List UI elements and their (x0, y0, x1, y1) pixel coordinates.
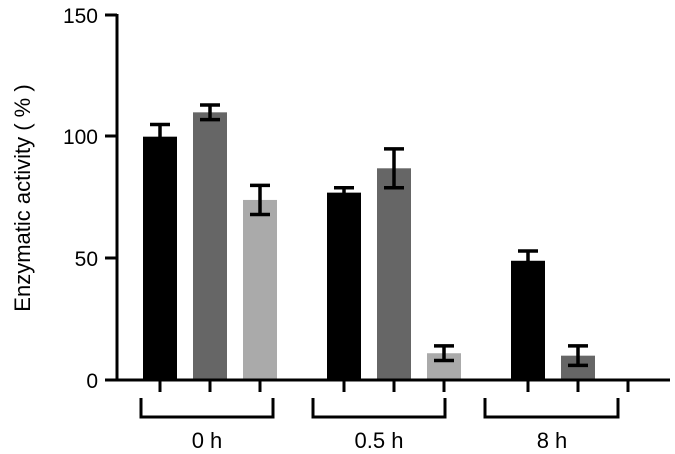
group-label-0.5h: 0.5 h (355, 428, 404, 453)
bars (143, 103, 595, 380)
bracket-0h (139, 398, 275, 419)
bar (243, 199, 277, 380)
x-axis-ticks (158, 380, 630, 392)
y-tick-label: 100 (63, 126, 98, 149)
y-tick-label: 150 (63, 5, 98, 28)
bar (377, 168, 411, 380)
error-bar (250, 183, 270, 217)
y-axis-ticks (105, 13, 117, 382)
error-bar (518, 249, 538, 273)
y-tick-label: 50 (75, 248, 98, 271)
bar (143, 136, 177, 380)
bar (327, 192, 361, 380)
bar (511, 260, 545, 380)
bracket-8h (483, 398, 620, 419)
y-axis-label: Enzymatic activity ( % ) (10, 84, 35, 311)
bracket-0.5h (311, 398, 447, 419)
error-bar (150, 122, 170, 151)
group-brackets (139, 398, 620, 419)
group-label-0h: 0 h (192, 428, 223, 453)
y-tick-label: 0 (86, 370, 98, 393)
error-bar (200, 103, 220, 122)
group-label-8h: 8 h (537, 428, 568, 453)
bar (193, 112, 227, 380)
error-bar (434, 344, 454, 363)
error-bar (384, 147, 404, 190)
error-bar (334, 186, 354, 200)
error-bar (568, 344, 588, 368)
